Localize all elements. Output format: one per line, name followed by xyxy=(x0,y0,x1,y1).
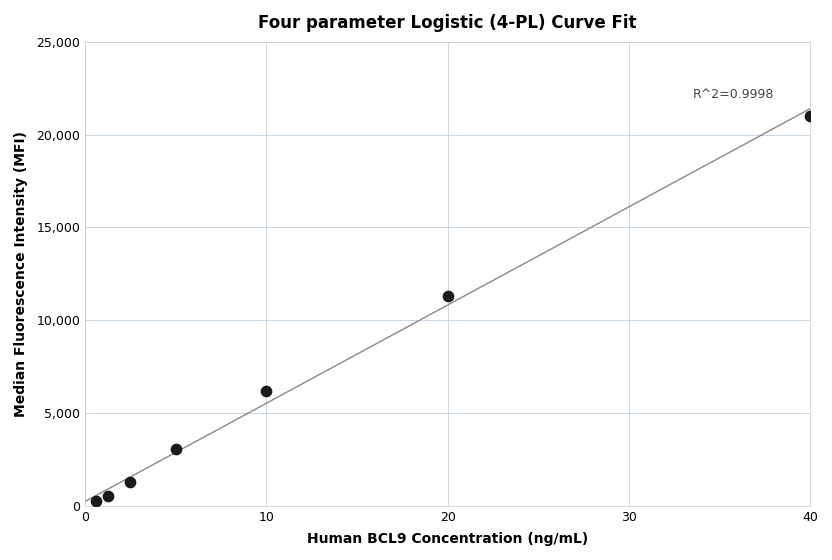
Point xyxy=(804,111,817,120)
Point xyxy=(124,477,137,486)
Point xyxy=(441,292,454,301)
X-axis label: Human BCL9 Concentration (ng/mL): Human BCL9 Concentration (ng/mL) xyxy=(307,532,588,546)
Point xyxy=(260,386,273,395)
Point xyxy=(90,496,103,505)
Text: R^2=0.9998: R^2=0.9998 xyxy=(692,88,774,101)
Point xyxy=(101,492,114,501)
Y-axis label: Median Fluorescence Intensity (MFI): Median Fluorescence Intensity (MFI) xyxy=(14,131,28,417)
Title: Four parameter Logistic (4-PL) Curve Fit: Four parameter Logistic (4-PL) Curve Fit xyxy=(258,14,636,32)
Point xyxy=(169,445,182,454)
